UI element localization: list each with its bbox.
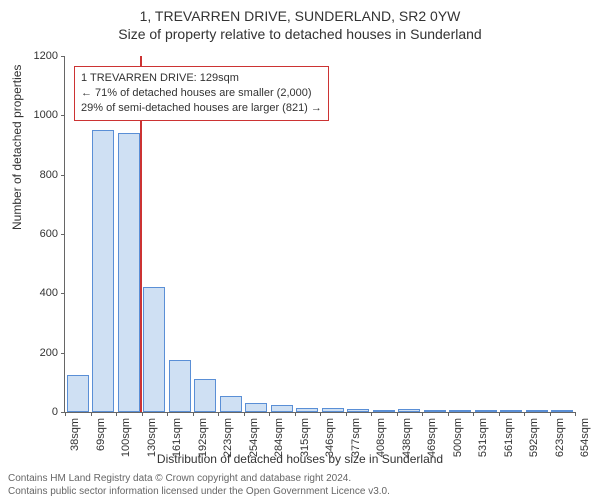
y-tick-label: 600 <box>40 228 58 240</box>
y-tick-label: 200 <box>40 347 58 359</box>
footer-line2: Contains public sector information licen… <box>8 486 390 499</box>
infobox-line3: 29% of semi-detached houses are larger (… <box>81 101 322 116</box>
annotation-box: 1 TREVARREN DRIVE: 129sqm ← 71% of detac… <box>74 66 329 121</box>
y-axis-label: Number of detached properties <box>10 65 24 230</box>
histogram-bar <box>296 408 318 412</box>
title-address: 1, TREVARREN DRIVE, SUNDERLAND, SR2 0YW <box>0 0 600 24</box>
y-tick-label: 800 <box>40 169 58 181</box>
histogram-bar <box>220 396 242 412</box>
x-axis-label: Distribution of detached houses by size … <box>0 452 600 466</box>
histogram-bar <box>67 375 89 412</box>
histogram-bar <box>449 410 471 412</box>
y-tick-label: 1200 <box>34 50 58 62</box>
histogram-bar <box>245 403 267 412</box>
footer-attribution: Contains HM Land Registry data © Crown c… <box>8 473 390 498</box>
histogram-bar <box>551 410 573 412</box>
histogram-bar <box>398 409 420 412</box>
histogram-bar <box>500 410 522 412</box>
histogram-bar <box>424 410 446 412</box>
y-tick-label: 1000 <box>34 109 58 121</box>
histogram-bar <box>526 410 548 412</box>
histogram-bar <box>92 130 114 412</box>
histogram-bar <box>475 410 497 412</box>
footer-line1: Contains HM Land Registry data © Crown c… <box>8 473 390 486</box>
histogram-bar <box>169 360 191 412</box>
histogram-bar <box>118 133 140 412</box>
histogram-bar <box>373 410 395 412</box>
infobox-line2: ← 71% of detached houses are smaller (2,… <box>81 86 322 101</box>
histogram-bar <box>194 379 216 412</box>
histogram-bar <box>143 287 165 412</box>
y-tick-label: 0 <box>52 406 58 418</box>
histogram-bar <box>271 405 293 412</box>
title-subtitle: Size of property relative to detached ho… <box>0 26 600 42</box>
histogram-bar <box>347 409 369 412</box>
y-tick-label: 400 <box>40 287 58 299</box>
infobox-line1: 1 TREVARREN DRIVE: 129sqm <box>81 71 322 86</box>
histogram-bar <box>322 408 344 412</box>
